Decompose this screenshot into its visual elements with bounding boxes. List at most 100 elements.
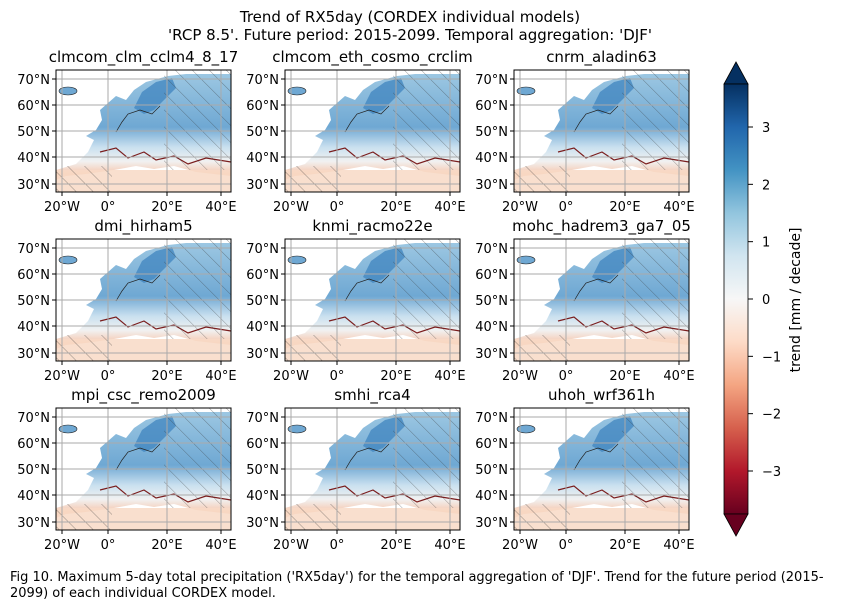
hatched-area [514, 504, 570, 530]
lat-tick-label: 30°N [17, 347, 50, 362]
iceland-field [516, 424, 536, 434]
iceland-field [287, 86, 307, 96]
colorbar-tick-label: 3 [762, 121, 770, 136]
lon-tick-label: 0° [559, 200, 574, 215]
lon-tick-label: 0° [101, 538, 116, 553]
lat-tick-label: 30°N [17, 178, 50, 193]
lon-tick-label: 20°E [151, 538, 182, 553]
lat-tick-label: 70°N [475, 242, 508, 257]
north-coastline [573, 274, 619, 302]
lon-tick-label: 20°E [380, 200, 411, 215]
lat-tick-label: 60°N [475, 268, 508, 283]
lat-tick-label: 60°N [475, 99, 508, 114]
lat-tick-label: 70°N [246, 73, 279, 88]
lat-tick-label: 60°N [17, 99, 50, 114]
lat-tick-label: 40°N [475, 489, 508, 504]
hatched-area [164, 408, 231, 508]
lon-tick-label: 0° [559, 369, 574, 384]
lat-tick-label: 60°N [246, 437, 279, 452]
lat-tick-label: 30°N [246, 516, 279, 531]
colorbar-ticks: 3 2 1 0 −1 −2 −3 [748, 121, 781, 480]
lon-tick-label: 20°W [273, 200, 309, 215]
lon-tick-label: 40°E [663, 200, 694, 215]
lat-tick-label: 30°N [475, 347, 508, 362]
colorbar-tick-label: 0 [762, 293, 770, 308]
north-coastline [115, 274, 161, 302]
lat-tick-label: 40°N [17, 151, 50, 166]
hatched-area [622, 408, 689, 508]
colorbar: 3 2 1 0 −1 −2 −3 trend [mm / decade] [723, 61, 804, 537]
lat-tick-label: 60°N [17, 268, 50, 283]
lat-tick-label: 30°N [17, 516, 50, 531]
lat-tick-label: 30°N [246, 347, 279, 362]
lat-tick-label: 30°N [475, 178, 508, 193]
lat-tick-label: 70°N [246, 242, 279, 257]
hatched-area [514, 335, 570, 361]
hatched-area [393, 408, 460, 508]
lat-tick-label: 30°N [246, 178, 279, 193]
lat-tick-label: 40°N [246, 489, 279, 504]
lon-tick-label: 20°E [380, 369, 411, 384]
map-panel: dmi_hirham5 70°N 60°N 50°N 40°N 30°N 20°W 0° 20°… [17, 217, 236, 384]
lat-tick-label: 30°N [475, 516, 508, 531]
iceland-field [58, 424, 78, 434]
lon-tick-label: 40°E [434, 369, 465, 384]
lon-tick-label: 20°E [380, 538, 411, 553]
map-panels: clmcom_clm_cclm4_8_17 70°N 60°N 50°N 40°N 30°… [17, 48, 694, 553]
lat-tick-label: 40°N [475, 320, 508, 335]
lat-tick-label: 50°N [246, 125, 279, 140]
hatched-area [56, 335, 112, 361]
panel-title: clmcom_clm_cclm4_8_17 [49, 48, 239, 67]
panel-title: cnrm_aladin63 [546, 48, 657, 67]
hatched-area [56, 504, 112, 530]
lon-tick-label: 0° [330, 538, 345, 553]
lon-tick-label: 40°E [434, 200, 465, 215]
map-panel: cnrm_aladin63 70°N 60°N 50°N 40°N 30°N 20°W 0° 2… [475, 48, 694, 215]
colorbar-tick-label: 1 [762, 236, 770, 251]
lat-tick-label: 50°N [475, 125, 508, 140]
lat-tick-label: 70°N [17, 411, 50, 426]
lat-tick-label: 50°N [475, 294, 508, 309]
lat-tick-label: 50°N [17, 125, 50, 140]
colorbar-tick-label: −3 [762, 465, 781, 480]
lon-tick-label: 0° [101, 369, 116, 384]
lon-tick-label: 20°E [151, 369, 182, 384]
iceland-field [58, 86, 78, 96]
iceland-field [516, 255, 536, 265]
colorbar-tick-label: 2 [762, 178, 770, 193]
iceland-field [516, 86, 536, 96]
lon-tick-label: 40°E [205, 369, 236, 384]
map-panel: clmcom_eth_cosmo_crclim 70°N 60°N 50°N 40°N 3… [246, 48, 473, 215]
lat-tick-label: 40°N [17, 320, 50, 335]
lon-tick-label: 40°E [205, 538, 236, 553]
map-panel: knmi_racmo22e 70°N 60°N 50°N 40°N 30°N 20°W 0° 2… [246, 217, 465, 384]
lon-tick-label: 40°E [205, 200, 236, 215]
lon-tick-label: 20°E [151, 200, 182, 215]
lat-tick-label: 40°N [17, 489, 50, 504]
figure-caption: Fig 10. Maximum 5-day total precipitatio… [10, 570, 824, 601]
north-coastline [344, 443, 390, 471]
lat-tick-label: 50°N [17, 463, 50, 478]
hatched-area [56, 166, 112, 192]
lat-tick-label: 70°N [475, 73, 508, 88]
hatched-area [393, 239, 460, 339]
hatched-area [164, 239, 231, 339]
hatched-area [622, 70, 689, 170]
lon-tick-label: 20°W [273, 538, 309, 553]
lat-tick-label: 70°N [475, 411, 508, 426]
hatched-area [164, 70, 231, 170]
lat-tick-label: 60°N [246, 268, 279, 283]
hatched-area [514, 166, 570, 192]
panel-title: uhoh_wrf361h [548, 386, 655, 405]
iceland-field [58, 255, 78, 265]
hatched-area [622, 239, 689, 339]
map-panel: mohc_hadrem3_ga7_05 70°N 60°N 50°N 40°N 30°N 2… [475, 217, 694, 384]
lon-tick-label: 0° [330, 200, 345, 215]
lon-tick-label: 20°W [502, 538, 538, 553]
lat-tick-label: 50°N [17, 294, 50, 309]
north-coastline [573, 443, 619, 471]
lat-tick-label: 50°N [246, 294, 279, 309]
north-coastline [115, 105, 161, 133]
colorbar-label: trend [mm / decade] [788, 228, 804, 373]
